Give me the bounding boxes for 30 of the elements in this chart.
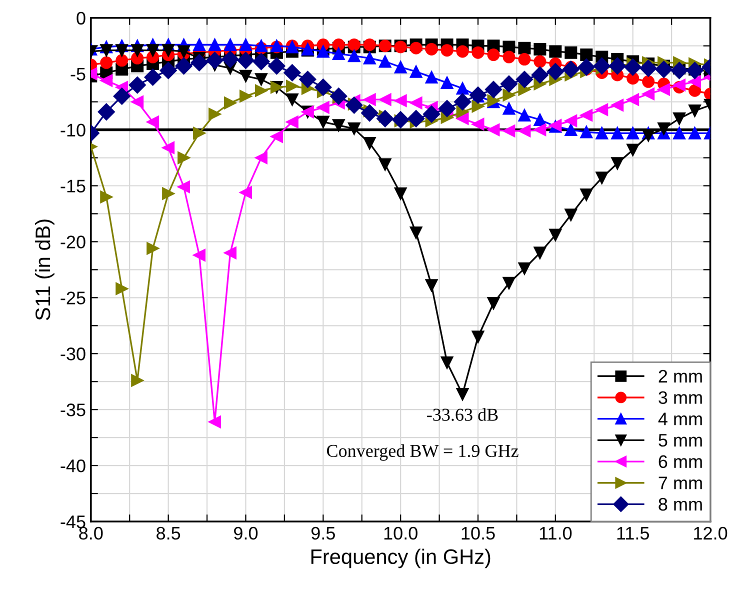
legend-label: 3 mm: [658, 391, 702, 404]
y-tick-label: -35: [60, 404, 86, 416]
legend-label: 4 mm: [658, 412, 702, 426]
y-tick-label: -40: [60, 459, 86, 472]
y-axis-title: S11 (in dB): [34, 220, 54, 320]
x-tick-label: 12.0: [694, 526, 728, 540]
annotation: -33.63 dB: [427, 408, 498, 421]
y-tick-label: -30: [60, 348, 86, 360]
y-tick-label: -45: [60, 516, 86, 528]
y-tick-label: -5: [70, 68, 86, 81]
legend-label: 8 mm: [658, 498, 702, 511]
x-tick-label: 9.5: [311, 526, 335, 540]
y-tick-label: -25: [60, 292, 86, 304]
x-tick-label: 11.5: [617, 527, 650, 540]
x-tick-label: 8.5: [156, 526, 180, 540]
annotation: Converged BW = 1.9 GHz: [327, 444, 518, 461]
legend-label: 7 mm: [658, 476, 702, 490]
legend-label: 5 mm: [658, 434, 702, 447]
y-tick-label: -10: [60, 124, 86, 137]
x-tick-label: 9.0: [234, 526, 258, 540]
x-axis-title: Frequency (in GHz): [311, 548, 490, 568]
x-tick-label: 10.5: [462, 526, 495, 540]
x-tick-label: 10.0: [384, 526, 418, 540]
y-tick-label: -15: [60, 180, 86, 192]
y-tick-label: -20: [60, 236, 86, 248]
legend-label: 6 mm: [658, 455, 702, 468]
y-tick-label: 0: [76, 12, 86, 25]
legend-label: 2 mm: [658, 370, 702, 382]
x-tick-label: 8.0: [79, 526, 103, 540]
x-tick-label: 11.0: [540, 526, 572, 540]
